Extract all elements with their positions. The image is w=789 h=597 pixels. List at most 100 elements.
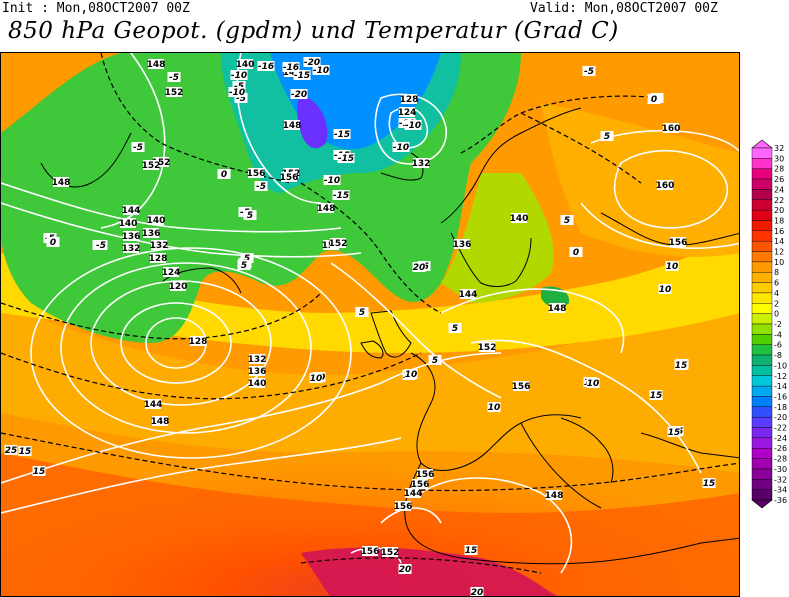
temperature-label-bg — [257, 61, 275, 71]
temperature-label: 0 — [221, 170, 227, 180]
temperature-label-bg — [487, 402, 501, 412]
temperature-label-bg — [282, 62, 300, 72]
temperature-label: 20 — [471, 588, 484, 597]
colorbar-cell — [751, 282, 773, 294]
temperature-label: 20 — [413, 263, 426, 273]
temperature-label: -10 — [231, 71, 247, 81]
colorbar-label: -34 — [774, 486, 787, 495]
temperature-label: 5 — [241, 261, 247, 271]
geopotential-label: 152 — [381, 548, 400, 558]
geopotential-label: 152 — [329, 239, 348, 249]
temperature-label-bg — [333, 129, 351, 139]
temperature-label: -5 — [169, 73, 179, 83]
geopotential-label: 140 — [119, 219, 138, 229]
colorbar-canvas: 32302826242220181614121086420-2-4-6-8-10… — [751, 139, 787, 509]
geopotential-label: 148 — [548, 304, 567, 314]
geopotential-label: 156 — [361, 547, 380, 557]
geopotential-label-bg — [249, 378, 265, 388]
temperature-label: 10 — [405, 370, 418, 380]
temperature-label-bg — [404, 369, 418, 379]
geopotential-label: 128 — [149, 254, 168, 264]
geopotential-label-bg — [237, 59, 253, 69]
colorbar-label: -24 — [774, 434, 787, 443]
colorbar-label: 14 — [774, 237, 784, 246]
colorbar-cell — [751, 220, 773, 232]
temperature-label-bg — [243, 210, 257, 220]
colorbar-label: 4 — [774, 289, 779, 298]
geopotential-label: 124 — [162, 268, 181, 278]
temperature-label: 20 — [399, 565, 412, 575]
colorbar-label: -4 — [774, 330, 782, 339]
temperature-label: -15 — [338, 154, 354, 164]
geopotential-label-bg — [513, 381, 529, 391]
geopotential-label-bg — [546, 490, 562, 500]
colorbar-label: 28 — [774, 165, 784, 174]
geopotential-label: 128 — [400, 95, 419, 105]
geopotential-label-bg — [153, 157, 169, 167]
temperature-label: 15 — [19, 447, 32, 457]
geopotential-label-bg — [143, 228, 159, 238]
geopotential-label: 152 — [152, 158, 171, 168]
geopotential-label: 136 — [248, 367, 267, 377]
geopotential-label-bg — [663, 123, 679, 133]
colorbar-label: 18 — [774, 216, 784, 225]
colorbar-label: -14 — [774, 382, 787, 391]
geopotential-label-bg — [190, 336, 206, 346]
temperature-label-bg — [647, 94, 661, 104]
temperature-label: -20 — [304, 58, 320, 68]
temperature-label: -5 — [133, 143, 143, 153]
geopotential-label: 132 — [412, 159, 431, 169]
colorbar-cell — [751, 375, 773, 387]
colorbar-label: -10 — [774, 361, 787, 370]
colorbar-label: 20 — [774, 206, 784, 215]
temperature-label: 5 — [604, 132, 610, 142]
coastlines — [40, 107, 739, 565]
temperature-label: 0 — [651, 95, 657, 105]
temperature-label: -15 — [294, 71, 310, 81]
temperature-label-bg — [290, 89, 308, 99]
geopotential-label: 156 — [512, 382, 531, 392]
colorbar-cell — [751, 147, 773, 159]
colorbar-cell — [751, 458, 773, 470]
temperature-label: -5 — [256, 182, 266, 192]
temperature-label: -15 — [334, 130, 350, 140]
yellow-band — [1, 233, 739, 353]
geopotential-label-bg — [549, 303, 565, 313]
temperature-label-bg — [18, 446, 32, 456]
geopotential-label: 140 — [510, 214, 529, 224]
colorbar-label: -6 — [774, 341, 782, 350]
colorbar-cell — [751, 365, 773, 376]
geopotential-label: 132 — [150, 241, 169, 251]
colorbar-label: -8 — [774, 351, 782, 360]
geopotential-label: 152 — [478, 343, 497, 353]
geopotential-label-bg — [123, 205, 139, 215]
temperature-label: 25 — [5, 446, 18, 456]
geopotential-label: 156 — [411, 480, 430, 490]
temperature-label: 10 — [587, 379, 600, 389]
geopotential-label: 144 — [122, 206, 141, 216]
temperature-label-bg — [355, 307, 369, 317]
colorbar-cell — [751, 158, 773, 169]
geopotential-label-bg — [399, 107, 415, 117]
colorbar-label: -22 — [774, 424, 787, 433]
temperature-label-bg — [428, 355, 442, 365]
colorbar-cell — [751, 209, 773, 221]
geopotential-label-bg — [395, 501, 411, 511]
geopotential-label-bg — [405, 488, 421, 498]
temperature-label: -5 — [236, 94, 246, 104]
temperature-label: -10 — [229, 88, 245, 98]
geopotential-label: 132 — [122, 244, 141, 254]
colorbar-cell — [751, 437, 773, 449]
geopotential-label-bg — [670, 237, 686, 247]
geopotential-label-bg — [166, 87, 182, 97]
colorbar-cell — [751, 313, 773, 325]
geopotential-label: 160 — [662, 124, 681, 134]
temperature-label: 0 — [50, 238, 56, 248]
geopotential-label: 156 — [669, 238, 688, 248]
geopotential-label-bg — [284, 120, 300, 130]
geopotential-label: 144 — [459, 290, 478, 300]
temperature-label-bg — [254, 181, 268, 191]
colorbar-cell — [751, 416, 773, 428]
geopotential-label-bg — [657, 180, 673, 190]
violet-core — [297, 93, 328, 149]
